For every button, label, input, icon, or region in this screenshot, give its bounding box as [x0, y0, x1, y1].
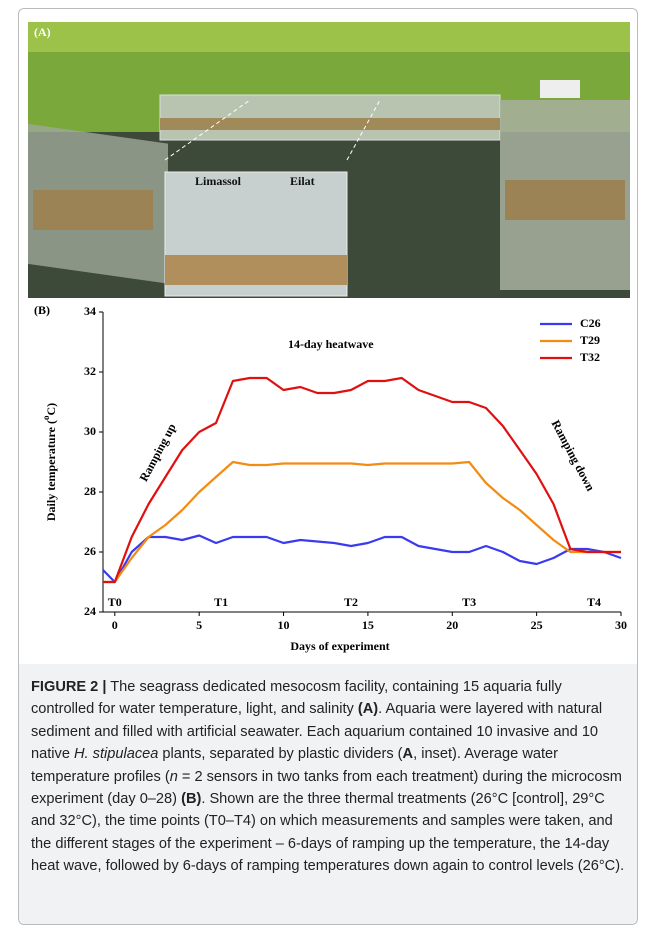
time-point-label: T3: [462, 595, 476, 609]
caption-text: (A): [357, 701, 379, 718]
photo: (A) Limassol Eilat: [28, 22, 630, 298]
x-tick-label: 30: [615, 618, 627, 632]
caption-text: . Aquaria were layered with natural sedi…: [31, 701, 603, 763]
data-line: [103, 460, 621, 584]
x-tick-label: 0: [112, 618, 118, 632]
y-tick-label: 24: [84, 604, 96, 618]
y-tick-label: 26: [84, 544, 96, 558]
caption-text: H. stipulacea: [74, 746, 159, 763]
legend-label: C26: [580, 316, 601, 330]
y-axis-label-part: C): [44, 403, 58, 416]
time-point-label: T4: [587, 595, 601, 609]
legend-label: T29: [580, 333, 600, 347]
y-tick-label: 34: [84, 304, 96, 318]
data-line: [103, 376, 621, 584]
x-tick-label: 15: [362, 618, 374, 632]
caption: FIGURE 2 | The seagrass dedicated mesoco…: [19, 664, 637, 924]
y-axis-label-part: o: [41, 415, 51, 420]
caption-text: , inset). Average water temperature prof…: [31, 746, 559, 785]
caption-text: The seagrass dedicated mesocosm facility…: [31, 679, 562, 718]
y-tick-label: 28: [84, 484, 96, 498]
y-axis-label-part: Daily temperature (: [44, 420, 58, 521]
y-tick-label: 30: [84, 424, 96, 438]
x-tick-label: 5: [196, 618, 202, 632]
caption-text: plants, separated by plastic dividers (: [158, 746, 403, 763]
photo-label: Limassol: [195, 174, 242, 188]
caption-text: . Shown are the three thermal treatments…: [31, 791, 625, 875]
caption-text: A: [402, 746, 414, 763]
annotation: 14-day heatwave: [288, 337, 374, 351]
data-line: [102, 534, 622, 584]
time-point-label: T1: [214, 595, 228, 609]
photo-label: Eilat: [290, 174, 315, 188]
figure-frame: [18, 8, 638, 925]
y-tick-label: 32: [84, 364, 96, 378]
x-tick-label: 20: [446, 618, 458, 632]
annotation: Ramping down: [549, 418, 598, 494]
caption-text: = 2 sensors in two tanks from each treat…: [31, 768, 622, 808]
caption-text: (B): [181, 791, 202, 808]
time-point-label: T0: [108, 595, 122, 609]
panel-label: (B): [34, 303, 50, 317]
caption-text: n: [169, 768, 178, 785]
y-axis-label: Daily temperature (oC): [41, 403, 58, 521]
caption-label: FIGURE 2 |: [31, 679, 107, 695]
photo-label: (A): [34, 25, 51, 39]
x-axis-label: Days of experiment: [290, 639, 389, 653]
x-tick-label: 25: [531, 618, 543, 632]
legend-label: T32: [580, 350, 600, 364]
x-tick-label: 10: [278, 618, 290, 632]
figure: (A) Limassol Eilat (B) Days of experimen…: [28, 22, 630, 653]
annotation: Ramping up: [136, 421, 178, 484]
time-point-label: T2: [344, 595, 358, 609]
